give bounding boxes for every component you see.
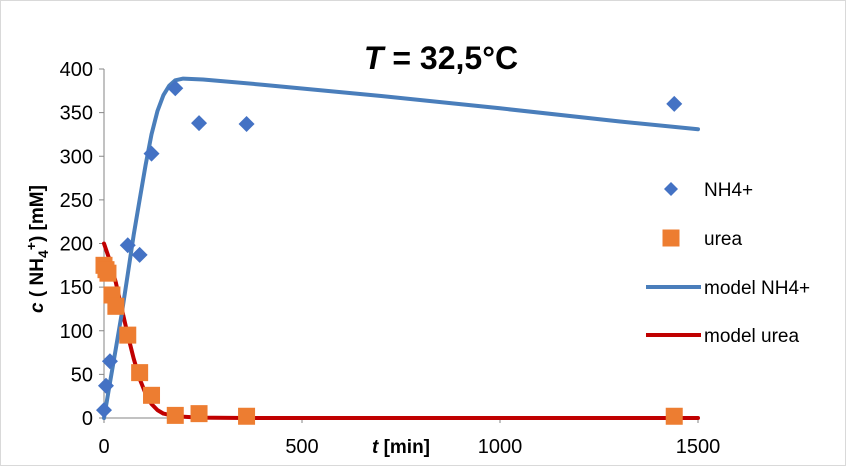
- urea-point: [99, 264, 117, 282]
- nh4-point: [191, 115, 208, 132]
- y-tick-label: 0: [82, 408, 93, 430]
- urea-point: [143, 386, 161, 404]
- y-tick-label: 100: [60, 321, 93, 343]
- nh4-point: [96, 402, 112, 419]
- y-axis-title-unit: ) [mM]: [27, 185, 48, 242]
- legend-marker-nh4: [664, 182, 678, 196]
- urea-point: [119, 326, 137, 344]
- y-tick-label: 300: [60, 146, 93, 168]
- nh4-point: [131, 246, 148, 263]
- y-tick-label: 250: [60, 190, 93, 212]
- nh4-point: [666, 95, 683, 112]
- x-axis-title-unit: [min]: [378, 437, 430, 458]
- nh4-point: [101, 353, 118, 370]
- legend-label-model-nh4: model NH4+: [704, 278, 810, 299]
- y-axis-title-species: NH: [27, 258, 48, 285]
- y-tick-label: 350: [60, 103, 93, 125]
- y-axis-title-paren: (: [27, 285, 48, 302]
- x-tick-label: 0: [98, 436, 109, 458]
- legend-label-model-urea: model urea: [704, 326, 799, 347]
- urea-point: [107, 297, 125, 315]
- chart-title-variable: T: [364, 40, 386, 76]
- y-tick-label: 150: [60, 277, 93, 299]
- nh4-point: [143, 145, 160, 162]
- y-axis-title-subscript: 4: [35, 250, 51, 258]
- y-tick-label: 200: [60, 234, 93, 256]
- nh4-point: [97, 377, 114, 394]
- nh4-point: [167, 80, 184, 97]
- urea-point: [238, 407, 256, 425]
- nh4-point: [238, 115, 255, 132]
- x-axis-title: t [min]: [372, 437, 430, 458]
- y-axis-title-superscript: +: [23, 242, 39, 250]
- x-tick-label: 500: [285, 436, 318, 458]
- y-axis-title-variable: c: [27, 302, 48, 313]
- nh4-point: [119, 237, 136, 254]
- y-tick-label: 400: [60, 59, 93, 81]
- x-axis-title-variable: t: [372, 437, 379, 458]
- y-tick-label: 50: [71, 364, 93, 386]
- series-line-model-urea: [102, 241, 700, 420]
- chart-title: T = 32,5°C: [364, 40, 518, 76]
- urea-point: [665, 407, 683, 425]
- urea-point: [131, 364, 149, 382]
- x-tick-label: 1500: [676, 436, 721, 458]
- x-tick-label: 1000: [478, 436, 523, 458]
- legend-label-urea: urea: [704, 229, 742, 250]
- legend-label-nh4: NH4+: [704, 180, 753, 201]
- y-axis-title: c ( NH4+) [mM]: [23, 185, 51, 313]
- legend-marker-urea: [662, 229, 680, 247]
- series-line-model-nh4: [102, 76, 700, 420]
- urea-point: [166, 406, 184, 424]
- urea-point: [190, 405, 208, 423]
- chart-title-value: = 32,5°C: [383, 40, 518, 76]
